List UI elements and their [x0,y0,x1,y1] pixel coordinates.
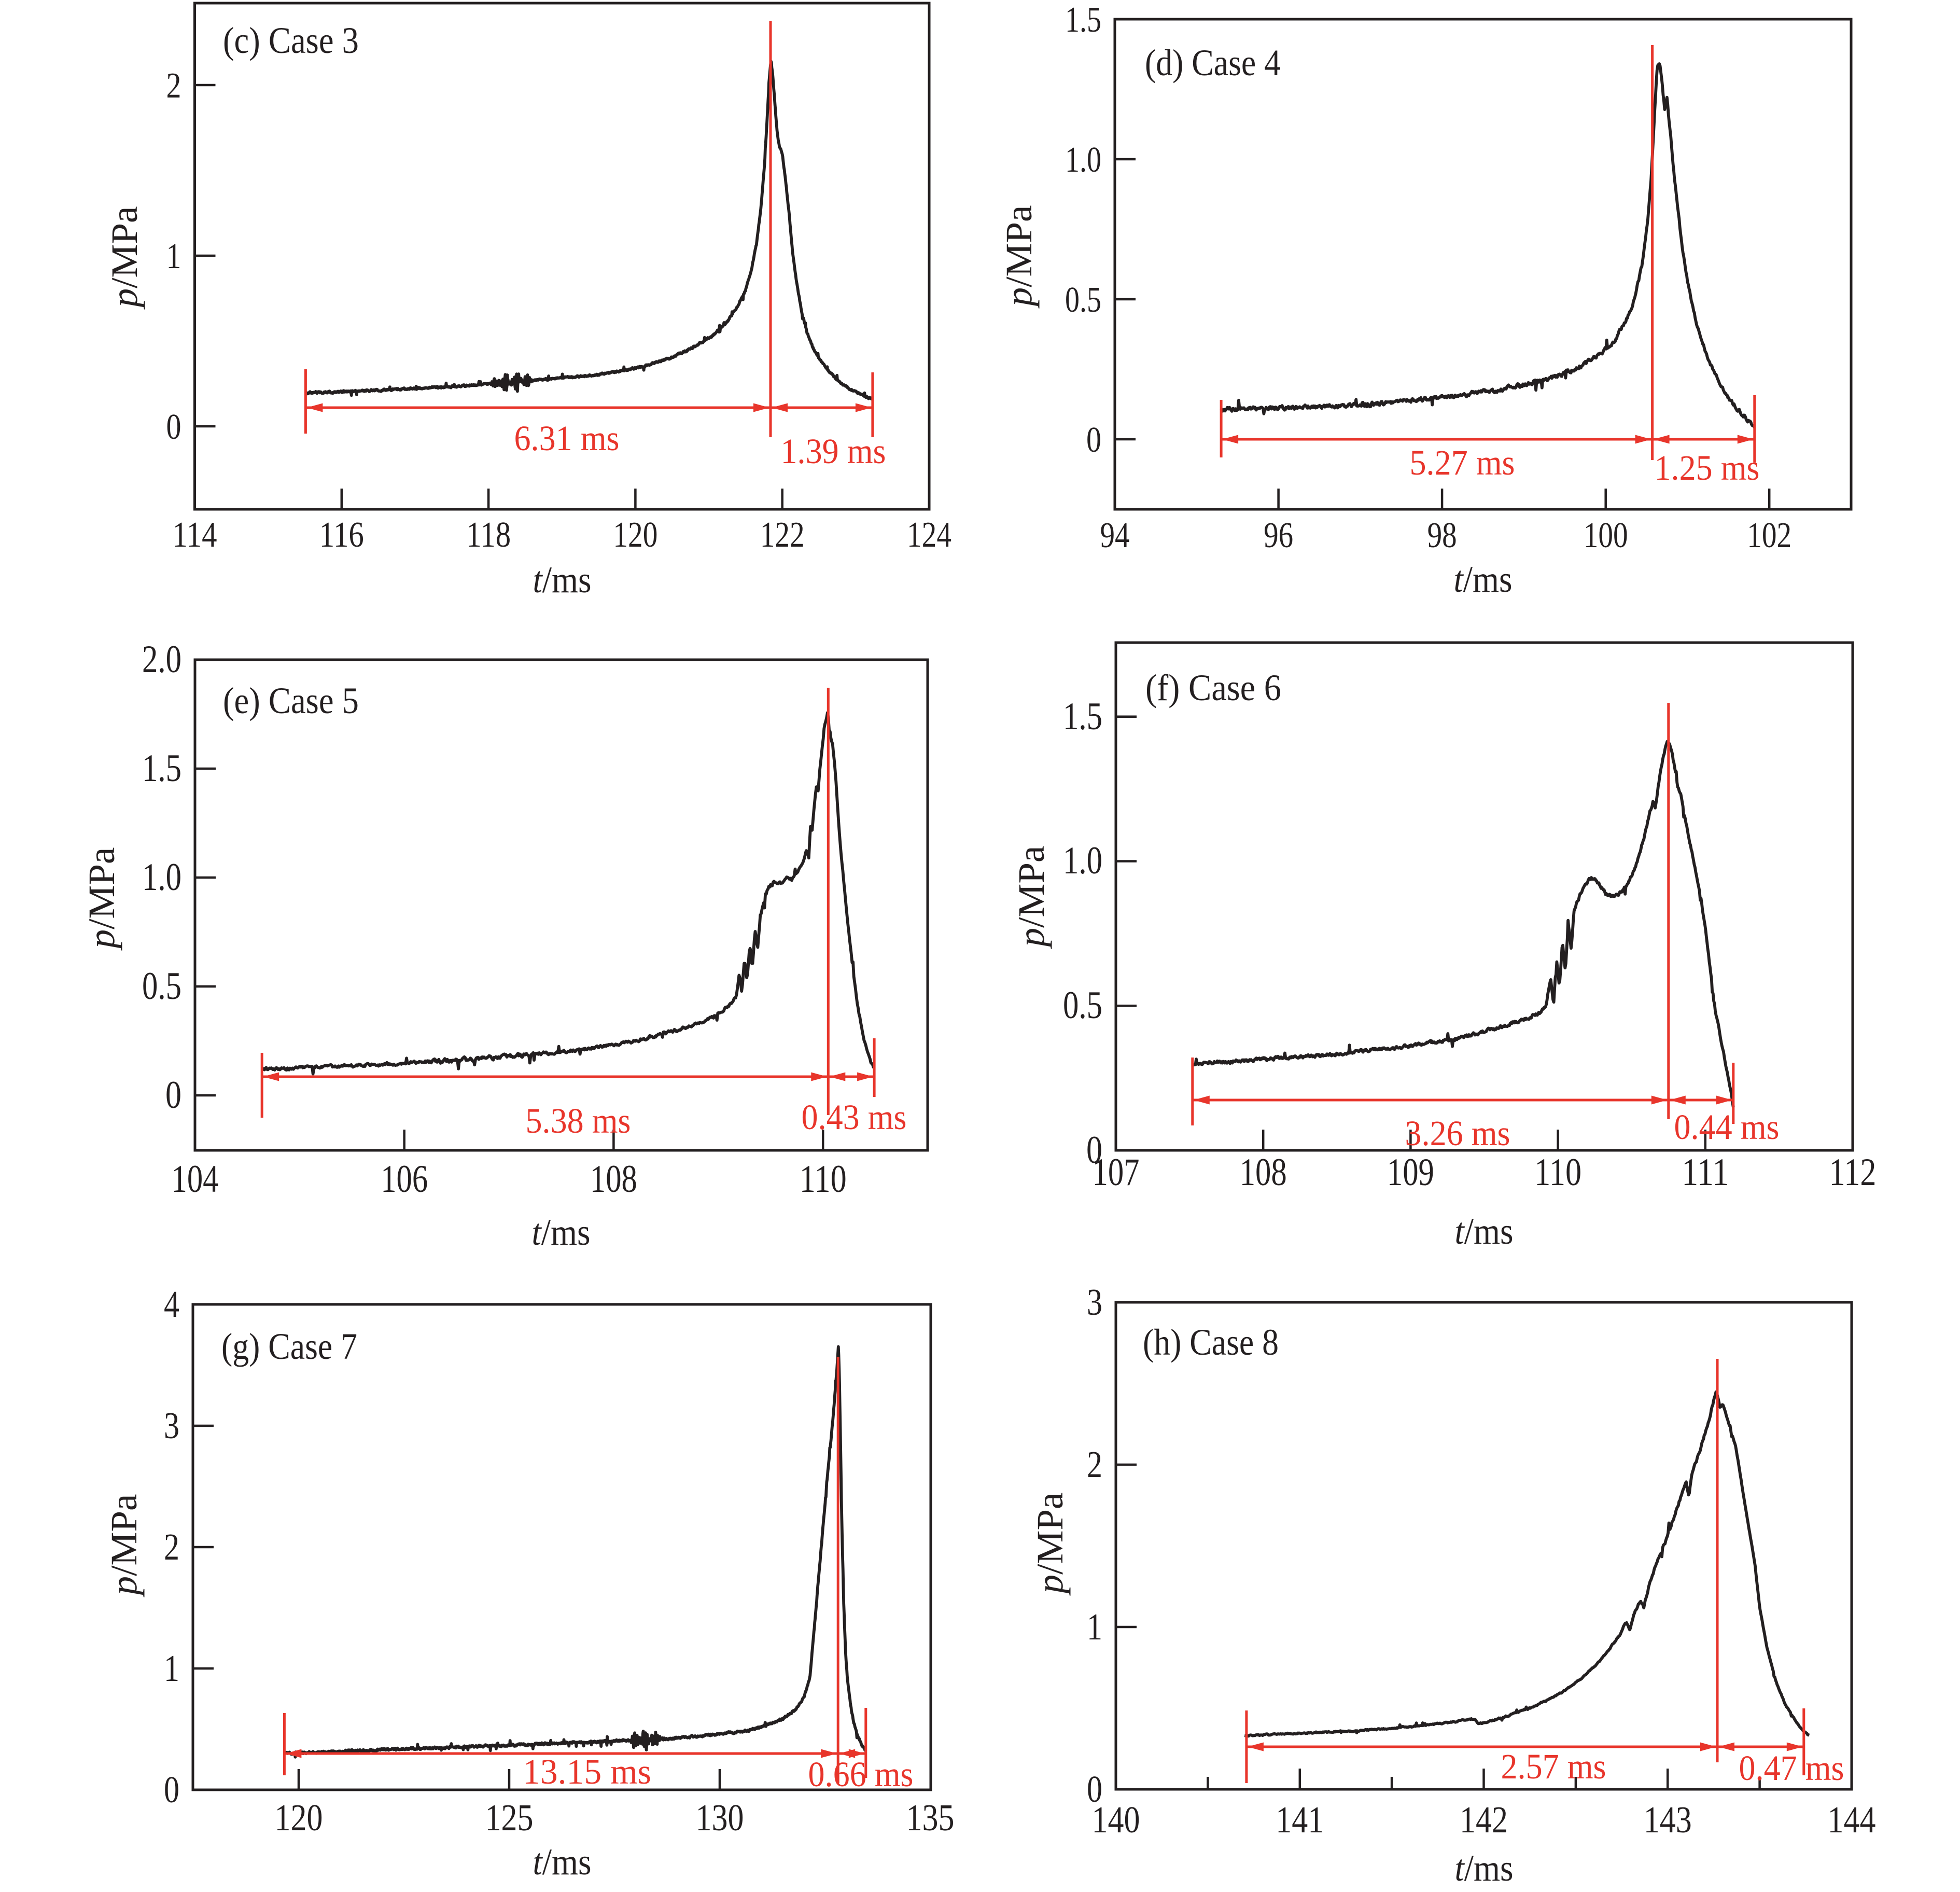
svg-text:(e) Case 5: (e) Case 5 [223,680,359,721]
svg-text:124: 124 [907,515,951,555]
svg-text:2.57 ms: 2.57 ms [1501,1747,1606,1786]
svg-text:0.66 ms: 0.66 ms [808,1755,914,1794]
svg-text:110: 110 [800,1158,847,1201]
svg-text:4: 4 [164,1283,179,1325]
svg-text:141: 141 [1276,1799,1324,1841]
svg-text:0.5: 0.5 [142,965,181,1008]
svg-text:118: 118 [466,515,511,555]
svg-text:1.39 ms: 1.39 ms [781,432,886,471]
svg-text:120: 120 [613,515,657,555]
svg-text:1.5: 1.5 [1065,0,1101,40]
svg-text:1.25 ms: 1.25 ms [1655,448,1760,488]
svg-text:1: 1 [1087,1606,1102,1648]
svg-text:2: 2 [164,1526,179,1568]
svg-text:140: 140 [1092,1799,1140,1841]
svg-text:p/MPa: p/MPa [998,205,1040,309]
svg-text:108: 108 [1240,1151,1287,1194]
svg-text:120: 120 [275,1797,323,1839]
svg-text:3: 3 [1087,1281,1102,1323]
svg-text:96: 96 [1264,516,1293,555]
svg-text:102: 102 [1747,516,1791,555]
svg-text:3.26 ms: 3.26 ms [1405,1114,1510,1153]
svg-text:114: 114 [173,515,217,555]
svg-text:1: 1 [166,236,181,276]
svg-text:112: 112 [1829,1151,1877,1194]
svg-text:5.38 ms: 5.38 ms [526,1101,631,1140]
svg-text:2.0: 2.0 [142,638,181,681]
svg-text:116: 116 [319,515,364,555]
svg-text:0: 0 [1086,1129,1102,1172]
svg-text:6.31 ms: 6.31 ms [514,419,620,458]
svg-text:p/MPa: p/MPa [1011,846,1052,950]
svg-text:3: 3 [164,1404,179,1446]
svg-text:5.27 ms: 5.27 ms [1410,443,1515,482]
svg-text:0.5: 0.5 [1063,984,1102,1027]
svg-text:1.0: 1.0 [1063,839,1102,882]
svg-text:1: 1 [164,1647,179,1689]
svg-text:110: 110 [1534,1151,1581,1194]
svg-text:(h) Case 8: (h) Case 8 [1143,1321,1279,1363]
svg-text:1.5: 1.5 [1063,695,1102,738]
svg-text:1.0: 1.0 [142,856,181,899]
svg-text:0: 0 [166,407,181,447]
svg-text:2: 2 [166,66,181,106]
svg-text:0.44 ms: 0.44 ms [1674,1107,1780,1147]
svg-text:135: 135 [906,1797,955,1839]
svg-text:13.15 ms: 13.15 ms [523,1752,651,1791]
svg-text:p/MPa: p/MPa [104,206,145,310]
svg-text:0: 0 [164,1769,179,1811]
svg-text:2: 2 [1087,1443,1102,1485]
svg-text:142: 142 [1460,1799,1508,1841]
svg-text:0: 0 [165,1074,181,1117]
svg-text:107: 107 [1093,1151,1140,1194]
svg-text:t/ms: t/ms [532,1212,591,1253]
svg-text:(g) Case 7: (g) Case 7 [221,1326,357,1367]
svg-text:94: 94 [1100,516,1130,555]
svg-text:144: 144 [1828,1799,1876,1841]
svg-text:(d) Case 4: (d) Case 4 [1145,42,1281,84]
svg-text:98: 98 [1427,516,1457,555]
svg-text:t/ms: t/ms [533,1841,592,1883]
svg-text:(f) Case 6: (f) Case 6 [1145,667,1281,708]
svg-text:125: 125 [485,1797,534,1839]
svg-text:109: 109 [1387,1151,1434,1194]
svg-text:122: 122 [760,515,805,555]
svg-text:t/ms: t/ms [1454,559,1513,600]
svg-text:0: 0 [1086,420,1101,460]
svg-text:0.47 ms: 0.47 ms [1739,1748,1844,1788]
svg-text:p/MPa: p/MPa [1029,1493,1071,1596]
svg-text:p/MPa: p/MPa [81,847,122,951]
svg-text:108: 108 [590,1158,637,1201]
svg-text:104: 104 [172,1158,219,1201]
svg-text:0.5: 0.5 [1065,280,1101,320]
svg-text:143: 143 [1644,1799,1692,1841]
svg-text:0.43 ms: 0.43 ms [802,1097,907,1137]
svg-text:111: 111 [1682,1151,1729,1194]
svg-text:100: 100 [1584,516,1628,555]
svg-text:130: 130 [696,1797,744,1839]
svg-text:t/ms: t/ms [533,559,592,601]
svg-text:1.0: 1.0 [1065,140,1101,180]
svg-text:p/MPa: p/MPa [103,1494,145,1598]
svg-text:t/ms: t/ms [1455,1847,1514,1889]
svg-text:1.5: 1.5 [142,747,181,790]
svg-text:t/ms: t/ms [1455,1211,1514,1252]
svg-text:(c) Case 3: (c) Case 3 [223,20,359,61]
svg-text:106: 106 [381,1158,428,1201]
svg-text:0: 0 [1087,1768,1102,1810]
